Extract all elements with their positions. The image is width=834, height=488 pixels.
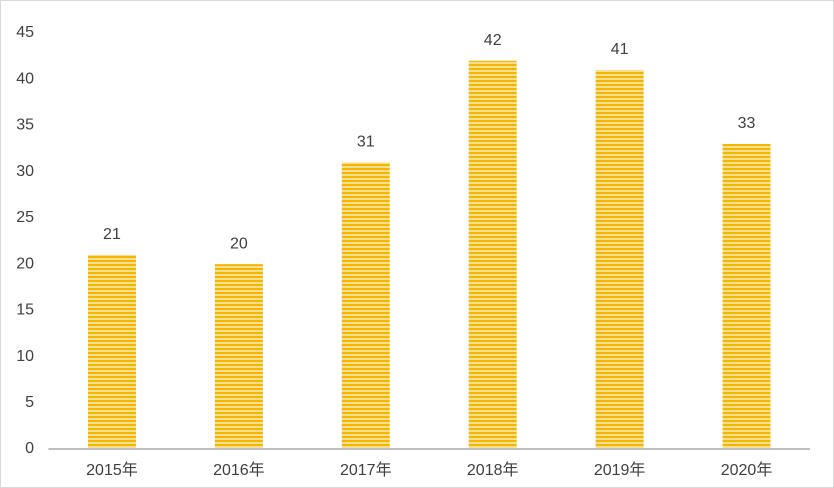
x-tick-label: 2020年 <box>721 461 773 479</box>
y-tick-label: 30 <box>16 163 34 180</box>
bar <box>214 264 263 449</box>
y-tick-label: 0 <box>25 440 34 457</box>
y-tick-label: 45 <box>16 24 34 41</box>
bar <box>595 69 644 449</box>
data-label: 33 <box>738 115 756 132</box>
bar <box>722 143 771 449</box>
x-tick-label: 2016年 <box>213 461 265 479</box>
y-tick-label: 25 <box>16 209 34 226</box>
x-tick-label: 2017年 <box>340 461 392 479</box>
bar <box>87 254 136 449</box>
data-label: 31 <box>357 134 375 151</box>
y-tick-label: 35 <box>16 117 34 134</box>
x-tick-label: 2015年 <box>86 461 138 479</box>
y-tick-label: 15 <box>16 302 34 319</box>
data-label: 41 <box>611 41 629 58</box>
x-tick-label: 2019年 <box>594 461 646 479</box>
data-label: 21 <box>103 226 121 243</box>
bar <box>468 60 517 449</box>
x-tick-label: 2018年 <box>467 461 519 479</box>
y-tick-label: 20 <box>16 255 34 272</box>
y-tick-label: 5 <box>25 394 34 411</box>
data-label: 20 <box>230 235 248 252</box>
data-label: 42 <box>484 32 502 49</box>
y-tick-label: 40 <box>16 70 34 87</box>
y-tick-label: 10 <box>16 348 34 365</box>
bar <box>341 162 390 449</box>
